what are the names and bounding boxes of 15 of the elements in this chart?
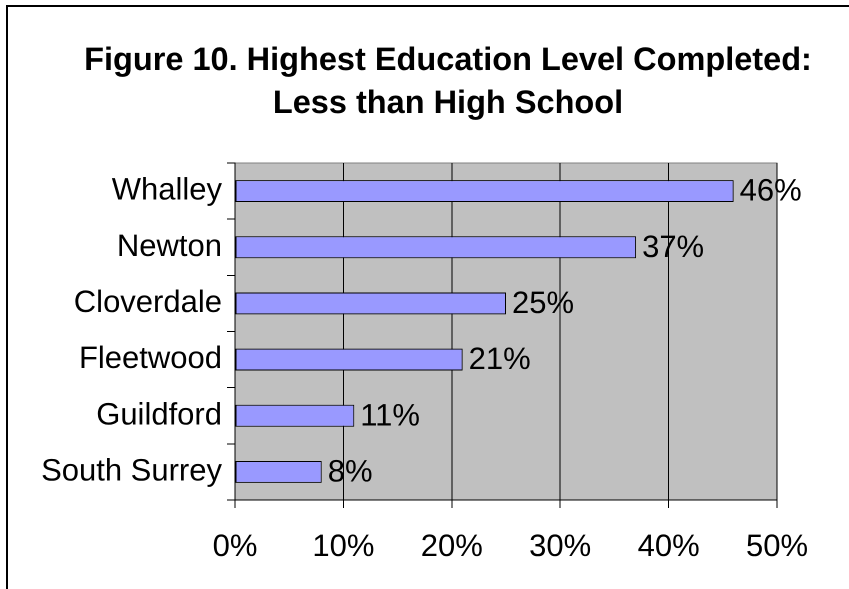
y-tick-label: Fleetwood: [78, 340, 222, 376]
x-tick-label: 10%: [312, 528, 374, 564]
x-tick-label: 50%: [746, 528, 808, 564]
y-tick-label: Cloverdale: [74, 284, 222, 319]
y-tick-label: Guildford: [96, 396, 222, 432]
x-tick-label: 30%: [529, 528, 592, 564]
x-tick-label: 40%: [638, 528, 700, 564]
data-label: 11%: [360, 397, 420, 432]
y-tick-label: Newton: [116, 228, 222, 263]
x-tick-label: 0%: [212, 528, 258, 564]
x-tick-label: 20%: [420, 528, 483, 564]
data-label: 21%: [468, 341, 531, 376]
chart-title: Figure 10. Highest Education Level Completed: Less than High School: [83, 40, 813, 122]
y-tick-label: South Surrey: [41, 452, 222, 488]
y-tick-label: Whalley: [112, 172, 222, 207]
